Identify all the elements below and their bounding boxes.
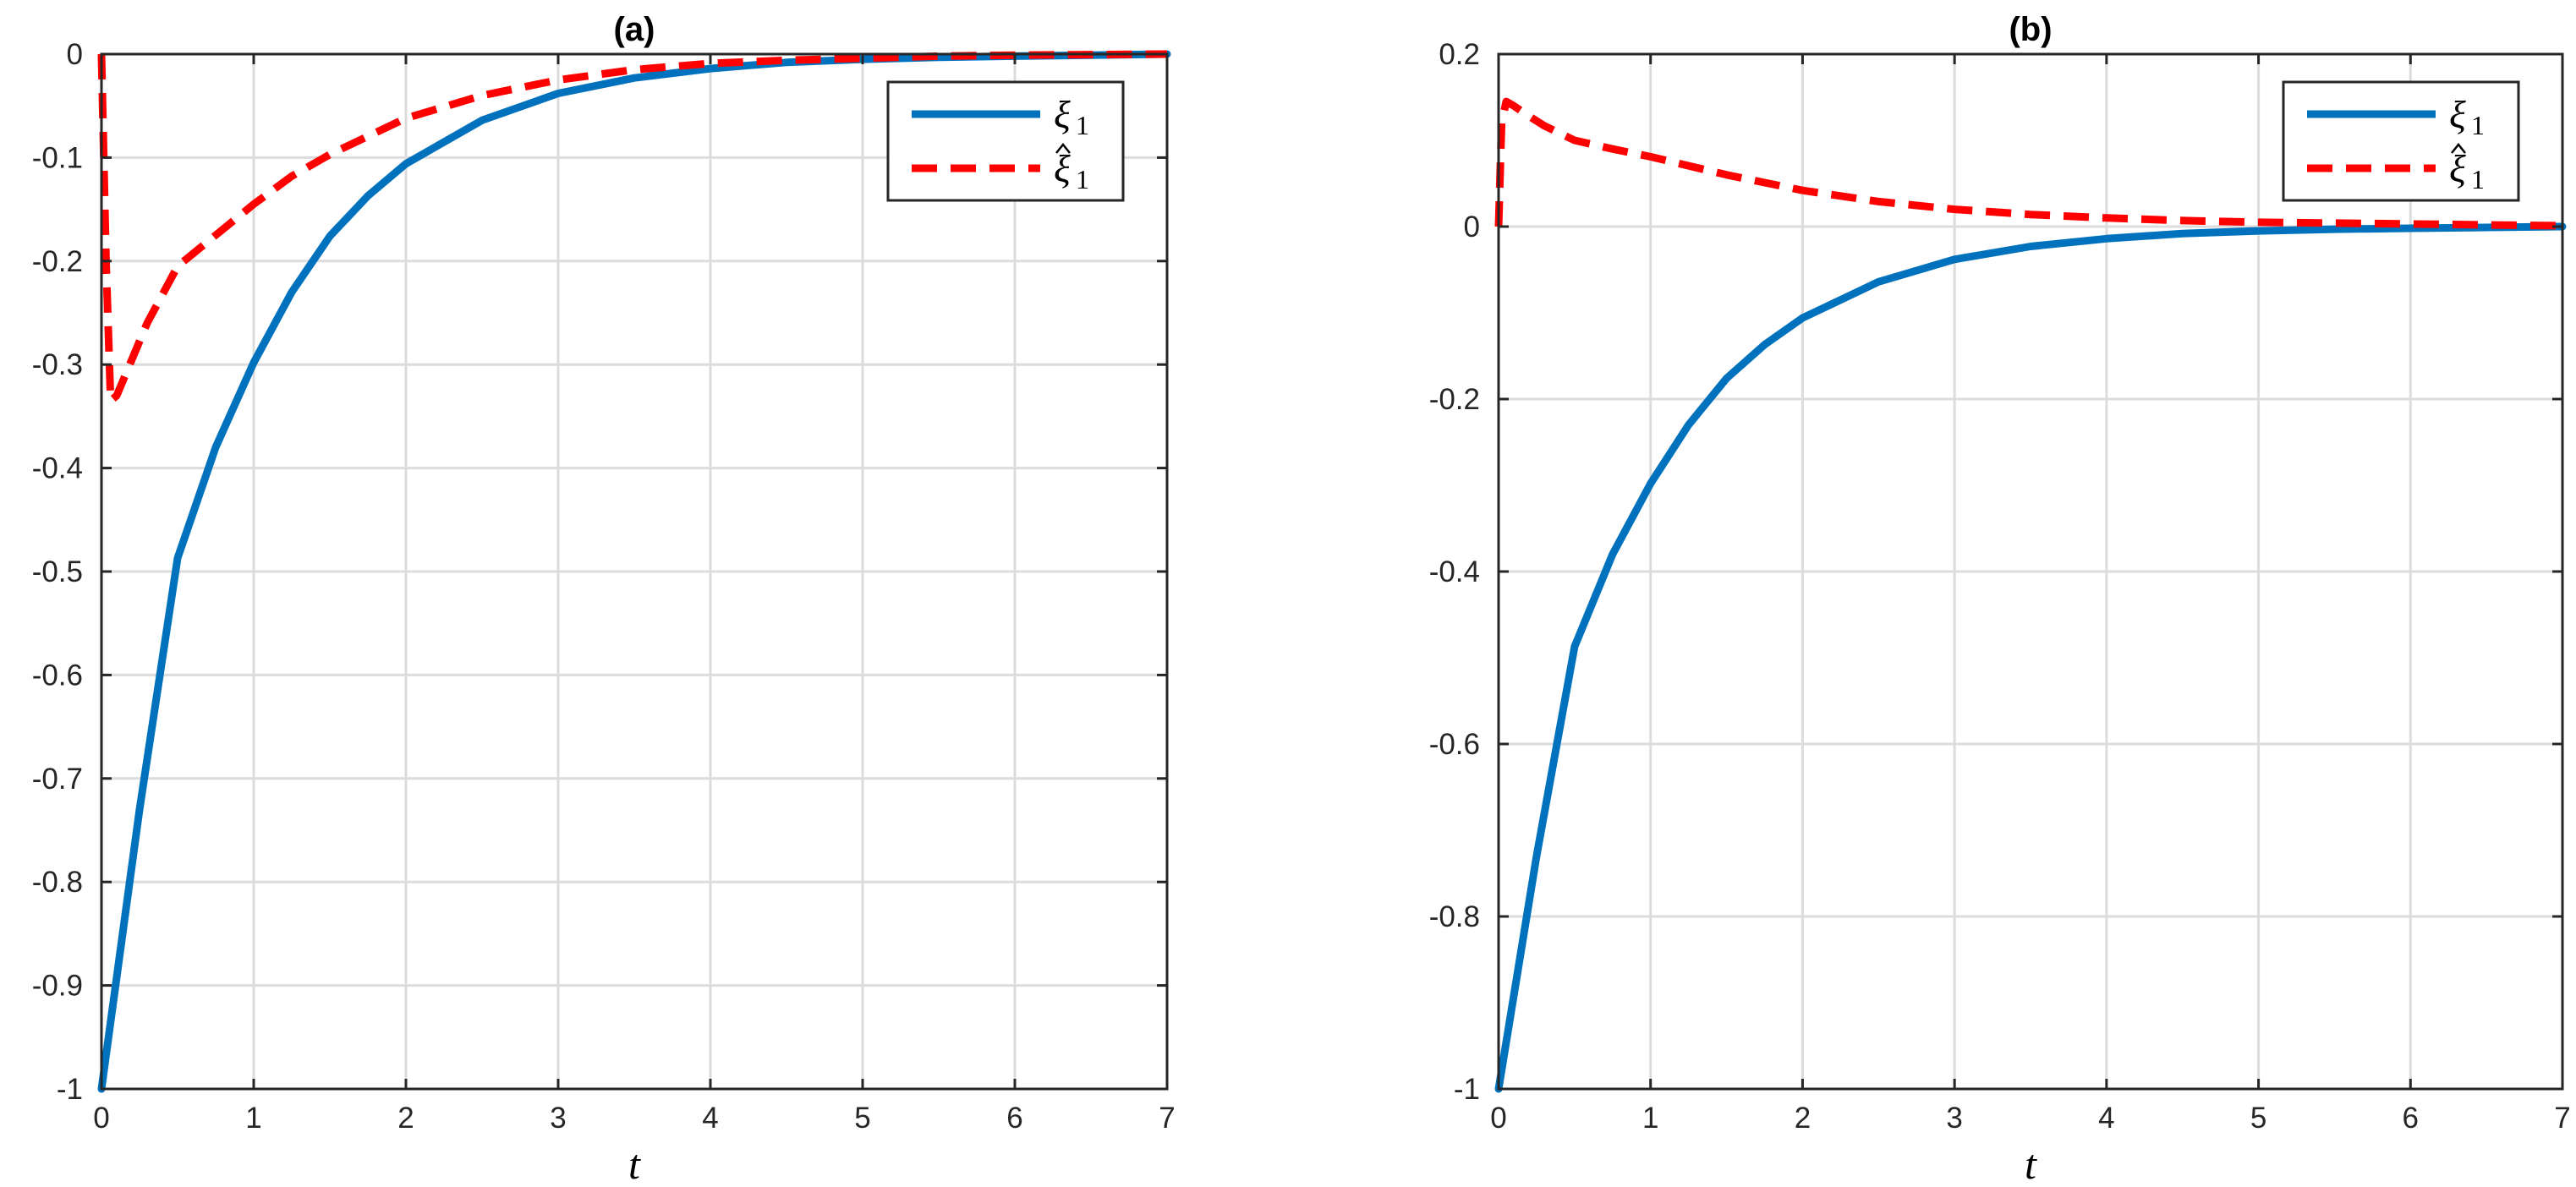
legend-subscript: 1 <box>2471 164 2485 194</box>
y-tick-label: -0.8 <box>32 866 83 899</box>
x-tick-label: 6 <box>2403 1102 2419 1135</box>
series-line-xi-1 <box>97 50 1171 1093</box>
y-tick-label: -0.2 <box>32 245 83 278</box>
x-axis-label: t <box>628 1141 641 1187</box>
legend-label-xi-hat-1: ξ <box>1054 147 1071 190</box>
x-tick-label: 7 <box>1159 1102 1175 1135</box>
y-tick-label: 0 <box>67 38 83 71</box>
chart-title: (b) <box>2009 11 2052 48</box>
x-tick-label: 6 <box>1006 1102 1022 1135</box>
x-tick-label: 0 <box>1490 1102 1506 1135</box>
legend: ξ 1ξ 1 <box>2282 80 2520 202</box>
legend-subscript: 1 <box>1076 110 1089 140</box>
y-tick-label: 0 <box>1464 211 1480 243</box>
chart-panel-a: 0 1 2 3 4 5 6 7 0 -0.1 -0.2 -0.3 -0.4 -0.5 -0.6 -0.7 -0.… <box>32 11 1176 1187</box>
x-tick-label: 3 <box>550 1102 566 1135</box>
legend-subscript: 1 <box>1076 164 1089 194</box>
y-tick-label: -0.4 <box>1429 555 1480 588</box>
y-tick-label: -0.3 <box>32 348 83 381</box>
x-tick-label: 4 <box>702 1102 718 1135</box>
y-tick-label: -0.6 <box>1429 728 1480 761</box>
x-tick-label: 5 <box>854 1102 870 1135</box>
legend-box <box>886 80 1125 202</box>
hat-accent-icon <box>1055 142 1071 154</box>
legend-label-xi-hat-1: ξ <box>2449 147 2466 190</box>
y-tick-label: -0.2 <box>1429 383 1480 416</box>
x-tick-label: 1 <box>1642 1102 1658 1135</box>
x-tick-label: 3 <box>1946 1102 1962 1135</box>
chart-title: (a) <box>614 11 655 48</box>
x-tick-label: 1 <box>245 1102 261 1135</box>
y-tick-label: -0.7 <box>32 763 83 796</box>
y-tick-label: -0.1 <box>32 141 83 174</box>
x-tick-label: 0 <box>93 1102 109 1135</box>
series-line-xi-hat-1 <box>97 50 1168 405</box>
legend-subscript: 1 <box>2471 110 2485 140</box>
legend-label-xi-1: ξ <box>1054 93 1071 136</box>
x-axis-label: t <box>2025 1141 2037 1187</box>
legend: ξ 1ξ 1 <box>886 80 1125 202</box>
y-tick-label: -0.8 <box>1429 900 1480 933</box>
hat-accent-icon <box>2451 142 2466 154</box>
legend-box <box>2282 80 2520 202</box>
y-tick-label: -1 <box>1454 1073 1480 1106</box>
y-tick-label: -0.4 <box>32 452 83 485</box>
x-tick-label: 2 <box>397 1102 414 1135</box>
x-tick-label: 2 <box>1795 1102 1811 1135</box>
x-tick-label: 7 <box>2554 1102 2570 1135</box>
y-tick-label: -0.6 <box>32 659 83 692</box>
x-tick-label: 4 <box>2098 1102 2114 1135</box>
y-tick-label: -1 <box>57 1073 83 1106</box>
y-tick-label: -0.9 <box>32 970 83 1003</box>
x-tick-label: 5 <box>2250 1102 2266 1135</box>
series-line-xi-hat-1 <box>1494 97 2563 230</box>
legend-label-xi-1: ξ <box>2449 93 2466 136</box>
series-line-xi-1 <box>1494 222 2567 1093</box>
chart-panel-b: 0 1 2 3 4 5 6 70.20-0.2-0.4-0.6-0.8-1(b)tξ 1ξ 1 <box>1429 11 2571 1187</box>
y-tick-label: 0.2 <box>1439 38 1480 71</box>
y-tick-label: -0.5 <box>32 555 83 588</box>
